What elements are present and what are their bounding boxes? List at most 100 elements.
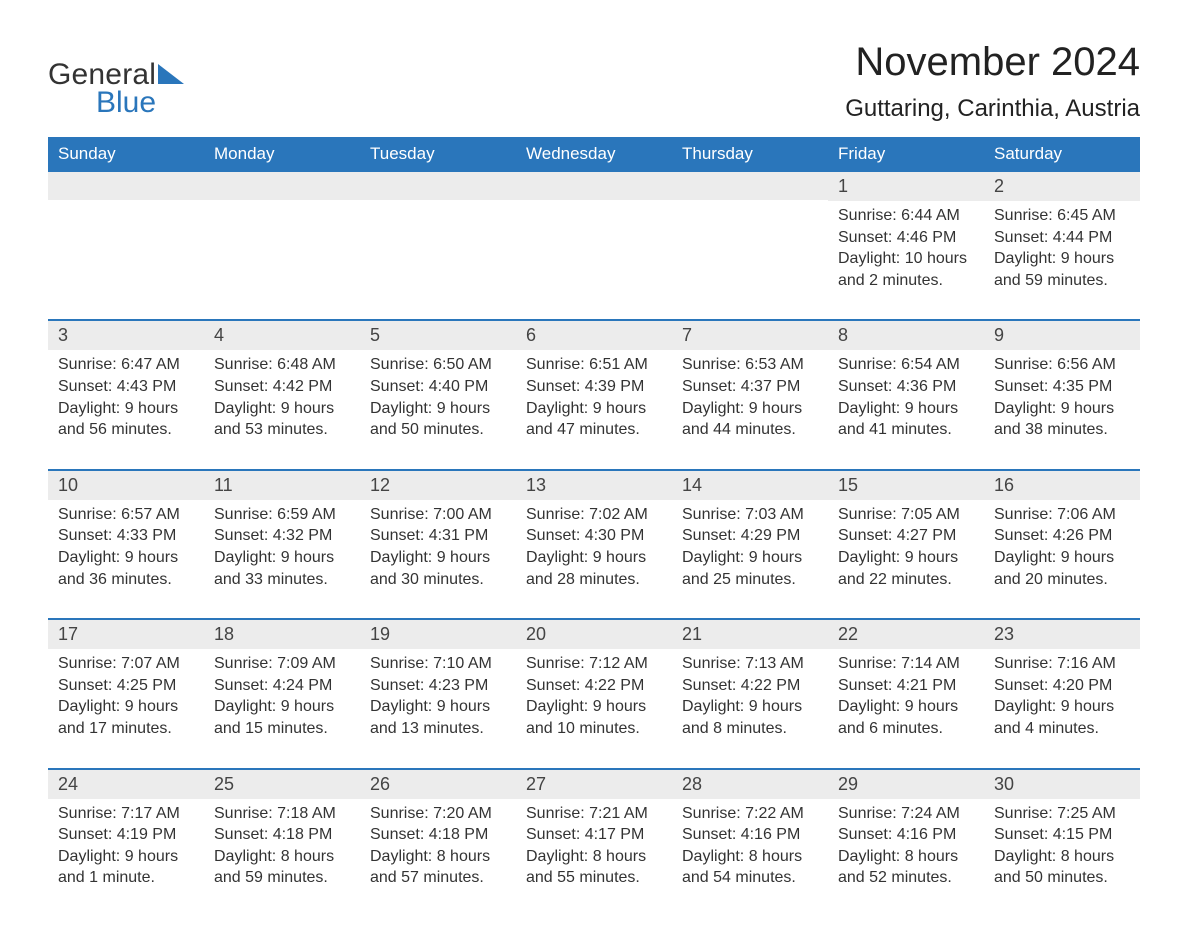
- sunset-text: Sunset: 4:32 PM: [214, 525, 350, 547]
- calendar-cell: 28Sunrise: 7:22 AMSunset: 4:16 PMDayligh…: [672, 770, 828, 899]
- sunset-text: Sunset: 4:37 PM: [682, 376, 818, 398]
- day-details: Sunrise: 6:56 AMSunset: 4:35 PMDaylight:…: [984, 350, 1140, 450]
- daylight-text: Daylight: 9 hours and 6 minutes.: [838, 696, 974, 739]
- day-details: Sunrise: 6:44 AMSunset: 4:46 PMDaylight:…: [828, 201, 984, 301]
- day-number: 4: [204, 321, 360, 350]
- sunset-text: Sunset: 4:31 PM: [370, 525, 506, 547]
- calendar-cell: [48, 172, 204, 301]
- sunrise-text: Sunrise: 6:48 AM: [214, 354, 350, 376]
- daylight-text: Daylight: 9 hours and 47 minutes.: [526, 398, 662, 441]
- day-details: Sunrise: 6:57 AMSunset: 4:33 PMDaylight:…: [48, 500, 204, 600]
- day-details: Sunrise: 7:22 AMSunset: 4:16 PMDaylight:…: [672, 799, 828, 899]
- calendar-cell: 12Sunrise: 7:00 AMSunset: 4:31 PMDayligh…: [360, 471, 516, 600]
- calendar-cell: 30Sunrise: 7:25 AMSunset: 4:15 PMDayligh…: [984, 770, 1140, 899]
- calendar-cell: [516, 172, 672, 301]
- calendar-cell: 10Sunrise: 6:57 AMSunset: 4:33 PMDayligh…: [48, 471, 204, 600]
- day-details: Sunrise: 7:24 AMSunset: 4:16 PMDaylight:…: [828, 799, 984, 899]
- daylight-text: Daylight: 10 hours and 2 minutes.: [838, 248, 974, 291]
- sunrise-text: Sunrise: 7:07 AM: [58, 653, 194, 675]
- day-number: 14: [672, 471, 828, 500]
- day-number: 12: [360, 471, 516, 500]
- sunset-text: Sunset: 4:17 PM: [526, 824, 662, 846]
- day-details: Sunrise: 7:02 AMSunset: 4:30 PMDaylight:…: [516, 500, 672, 600]
- calendar-week: 17Sunrise: 7:07 AMSunset: 4:25 PMDayligh…: [48, 618, 1140, 749]
- daylight-text: Daylight: 9 hours and 33 minutes.: [214, 547, 350, 590]
- day-number: [360, 172, 516, 200]
- day-details: Sunrise: 6:45 AMSunset: 4:44 PMDaylight:…: [984, 201, 1140, 301]
- sunset-text: Sunset: 4:16 PM: [838, 824, 974, 846]
- day-details: Sunrise: 7:13 AMSunset: 4:22 PMDaylight:…: [672, 649, 828, 749]
- day-details: Sunrise: 7:00 AMSunset: 4:31 PMDaylight:…: [360, 500, 516, 600]
- daylight-text: Daylight: 9 hours and 56 minutes.: [58, 398, 194, 441]
- daylight-text: Daylight: 9 hours and 15 minutes.: [214, 696, 350, 739]
- sunrise-text: Sunrise: 7:02 AM: [526, 504, 662, 526]
- day-number: 5: [360, 321, 516, 350]
- daylight-text: Daylight: 8 hours and 54 minutes.: [682, 846, 818, 889]
- daylight-text: Daylight: 9 hours and 30 minutes.: [370, 547, 506, 590]
- day-details: Sunrise: 7:21 AMSunset: 4:17 PMDaylight:…: [516, 799, 672, 899]
- calendar-cell: 9Sunrise: 6:56 AMSunset: 4:35 PMDaylight…: [984, 321, 1140, 450]
- day-details: Sunrise: 6:47 AMSunset: 4:43 PMDaylight:…: [48, 350, 204, 450]
- sunset-text: Sunset: 4:20 PM: [994, 675, 1130, 697]
- daylight-text: Daylight: 9 hours and 22 minutes.: [838, 547, 974, 590]
- day-details: Sunrise: 7:17 AMSunset: 4:19 PMDaylight:…: [48, 799, 204, 899]
- month-title: November 2024: [845, 40, 1140, 85]
- day-number: [204, 172, 360, 200]
- day-number: 10: [48, 471, 204, 500]
- daylight-text: Daylight: 8 hours and 52 minutes.: [838, 846, 974, 889]
- day-number: [48, 172, 204, 200]
- daylight-text: Daylight: 9 hours and 20 minutes.: [994, 547, 1130, 590]
- daylight-text: Daylight: 9 hours and 25 minutes.: [682, 547, 818, 590]
- logo-word-blue: Blue: [96, 86, 184, 120]
- sunset-text: Sunset: 4:25 PM: [58, 675, 194, 697]
- calendar-cell: 2Sunrise: 6:45 AMSunset: 4:44 PMDaylight…: [984, 172, 1140, 301]
- day-details: Sunrise: 7:25 AMSunset: 4:15 PMDaylight:…: [984, 799, 1140, 899]
- sunset-text: Sunset: 4:46 PM: [838, 227, 974, 249]
- day-details: [516, 200, 672, 294]
- day-details: Sunrise: 7:20 AMSunset: 4:18 PMDaylight:…: [360, 799, 516, 899]
- sunset-text: Sunset: 4:27 PM: [838, 525, 974, 547]
- calendar-header-cell: Monday: [204, 137, 360, 172]
- sunrise-text: Sunrise: 6:45 AM: [994, 205, 1130, 227]
- day-details: Sunrise: 7:12 AMSunset: 4:22 PMDaylight:…: [516, 649, 672, 749]
- calendar-cell: 18Sunrise: 7:09 AMSunset: 4:24 PMDayligh…: [204, 620, 360, 749]
- sunset-text: Sunset: 4:33 PM: [58, 525, 194, 547]
- calendar-cell: 6Sunrise: 6:51 AMSunset: 4:39 PMDaylight…: [516, 321, 672, 450]
- calendar-cell: [204, 172, 360, 301]
- calendar-cell: [672, 172, 828, 301]
- day-number: 7: [672, 321, 828, 350]
- calendar-cell: 14Sunrise: 7:03 AMSunset: 4:29 PMDayligh…: [672, 471, 828, 600]
- calendar-header-row: SundayMondayTuesdayWednesdayThursdayFrid…: [48, 137, 1140, 172]
- day-details: Sunrise: 6:50 AMSunset: 4:40 PMDaylight:…: [360, 350, 516, 450]
- day-number: 22: [828, 620, 984, 649]
- day-number: 30: [984, 770, 1140, 799]
- sunrise-text: Sunrise: 7:03 AM: [682, 504, 818, 526]
- day-details: [360, 200, 516, 294]
- day-details: Sunrise: 6:59 AMSunset: 4:32 PMDaylight:…: [204, 500, 360, 600]
- day-number: 3: [48, 321, 204, 350]
- calendar-header-cell: Saturday: [984, 137, 1140, 172]
- calendar-header-cell: Thursday: [672, 137, 828, 172]
- day-number: 11: [204, 471, 360, 500]
- sunset-text: Sunset: 4:18 PM: [370, 824, 506, 846]
- daylight-text: Daylight: 9 hours and 13 minutes.: [370, 696, 506, 739]
- sunrise-text: Sunrise: 6:56 AM: [994, 354, 1130, 376]
- day-details: Sunrise: 7:07 AMSunset: 4:25 PMDaylight:…: [48, 649, 204, 749]
- sunrise-text: Sunrise: 7:10 AM: [370, 653, 506, 675]
- calendar-cell: 7Sunrise: 6:53 AMSunset: 4:37 PMDaylight…: [672, 321, 828, 450]
- daylight-text: Daylight: 9 hours and 59 minutes.: [994, 248, 1130, 291]
- sunset-text: Sunset: 4:39 PM: [526, 376, 662, 398]
- sunrise-text: Sunrise: 7:09 AM: [214, 653, 350, 675]
- day-number: 26: [360, 770, 516, 799]
- logo: General Blue: [48, 58, 184, 120]
- sunset-text: Sunset: 4:15 PM: [994, 824, 1130, 846]
- sunset-text: Sunset: 4:36 PM: [838, 376, 974, 398]
- daylight-text: Daylight: 9 hours and 4 minutes.: [994, 696, 1130, 739]
- sunset-text: Sunset: 4:24 PM: [214, 675, 350, 697]
- day-number: 25: [204, 770, 360, 799]
- daylight-text: Daylight: 9 hours and 17 minutes.: [58, 696, 194, 739]
- day-number: 20: [516, 620, 672, 649]
- daylight-text: Daylight: 8 hours and 59 minutes.: [214, 846, 350, 889]
- sunset-text: Sunset: 4:42 PM: [214, 376, 350, 398]
- daylight-text: Daylight: 9 hours and 36 minutes.: [58, 547, 194, 590]
